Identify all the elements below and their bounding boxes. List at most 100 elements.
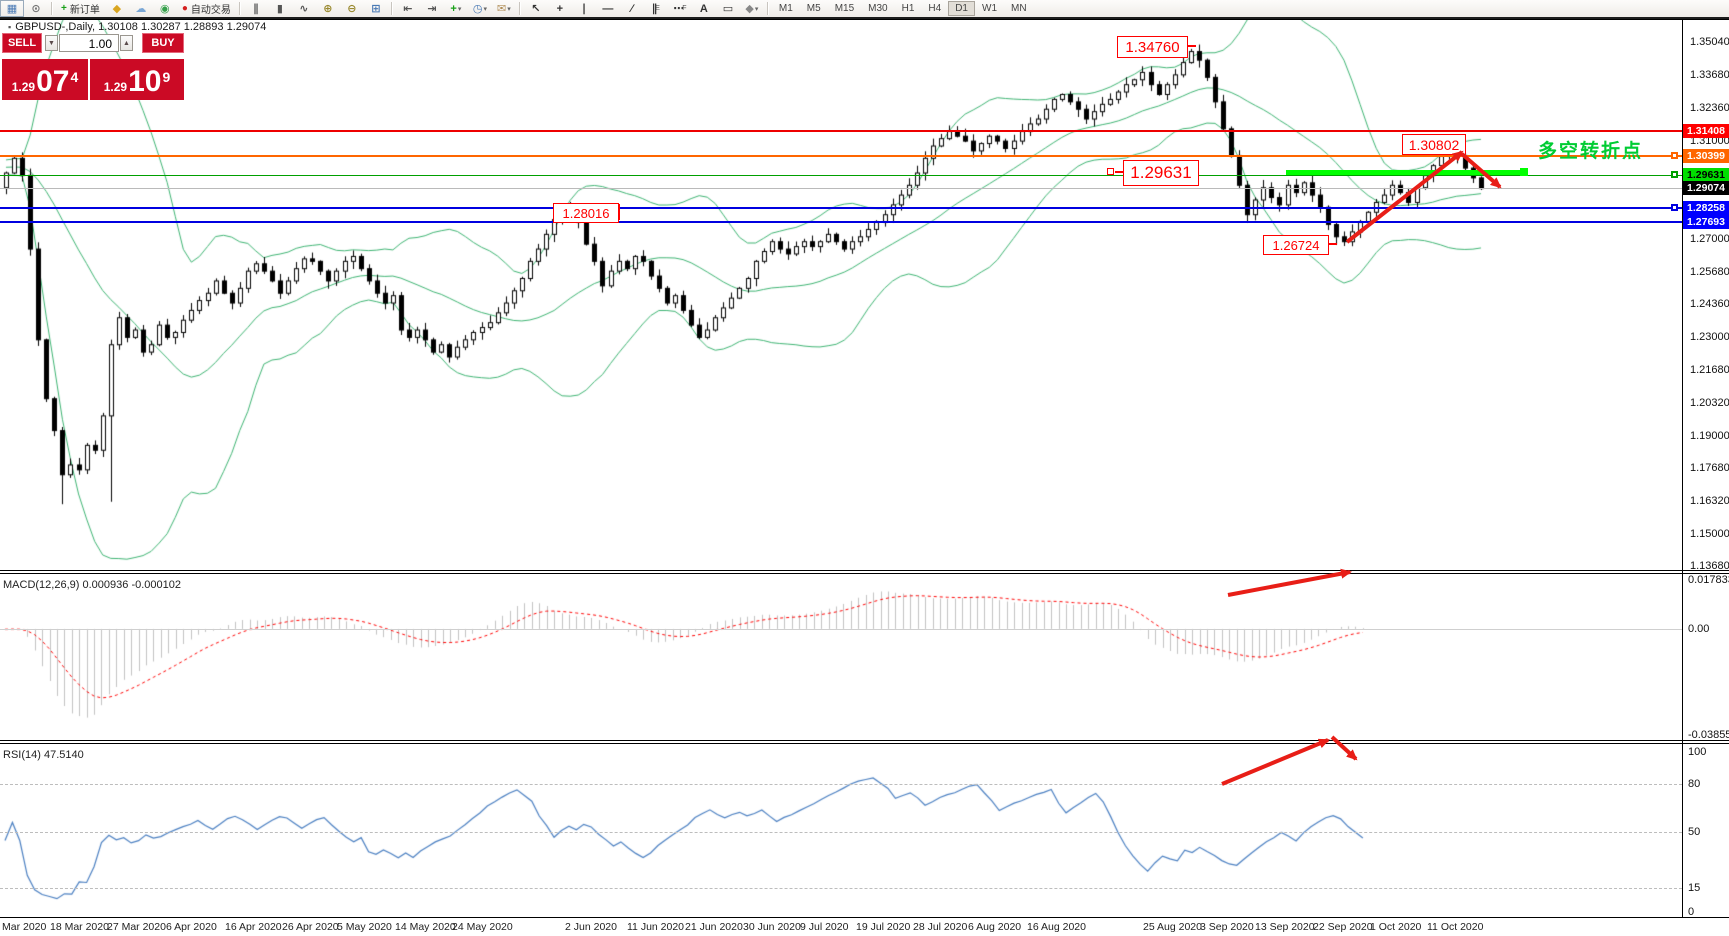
support-zone-handle[interactable]: [1520, 168, 1528, 176]
text-icon[interactable]: A: [692, 0, 716, 17]
price-label-126724-connector: [1328, 243, 1337, 245]
tf-d1[interactable]: D1: [948, 1, 975, 16]
horizontal-level-line[interactable]: [0, 175, 1682, 176]
rsi-indicator-label: RSI(14) 47.5140: [3, 749, 84, 761]
price-label-129631-connector: [1115, 171, 1123, 173]
time-axis-label: 21 Jun 2020: [685, 921, 743, 933]
zoom-out-icon-glyph: ⊖: [347, 3, 357, 15]
toolbar-separator: [390, 2, 393, 15]
toolbar-separator: [51, 2, 53, 15]
price-label-134760[interactable]: 1.34760: [1117, 36, 1188, 58]
tf-h1[interactable]: H1: [901, 3, 915, 14]
sell-button[interactable]: SELL: [2, 33, 42, 53]
tf-m5[interactable]: M5: [806, 3, 821, 14]
buy-button[interactable]: BUY: [142, 33, 184, 53]
tf-m30[interactable]: M30: [868, 3, 888, 14]
new-order-button[interactable]: + 新订单: [61, 3, 100, 16]
price-axis-tick: 1.24360: [1690, 298, 1729, 311]
price-label-130802[interactable]: 1.30802: [1402, 134, 1466, 155]
horizontal-line-icon[interactable]: —: [596, 0, 620, 17]
autotrading-button[interactable]: ● 自动交易: [181, 3, 231, 16]
cn-turning-point-note[interactable]: 多空转折点: [1538, 141, 1644, 162]
time-axis-label: 1 Oct 2020: [1370, 921, 1422, 933]
time-axis-label: 16 Aug 2020: [1027, 921, 1086, 933]
price-axis-badge: 1.30399: [1683, 149, 1729, 163]
buy-price-prefix: 1.29: [103, 80, 128, 94]
horizontal-level-line[interactable]: [0, 221, 1682, 223]
sell-price-quote[interactable]: 1.29 07 4: [2, 59, 88, 100]
panel-border: [0, 917, 1729, 918]
price-axis-tick: 1.20320: [1690, 397, 1729, 410]
volume-up-stepper[interactable]: ▲: [120, 35, 133, 51]
periods-icon[interactable]: ◷ ▾: [472, 3, 487, 15]
chart-window-icon[interactable]: ▦: [0, 0, 24, 17]
panel-border: [0, 570, 1729, 571]
add-indicator-icon-glyph: +: [450, 2, 457, 15]
shapes-icon[interactable]: ◆ ▾: [745, 3, 759, 15]
time-axis-label: 27 Mar 2020: [107, 921, 166, 933]
chart-title: ▪ GBPUSD-,Daily, 1.30108 1.30287 1.28893 …: [8, 21, 267, 33]
cloud-icon[interactable]: ☁: [129, 0, 153, 17]
price-axis-badge: 1.27693: [1683, 215, 1729, 229]
horizontal-level-line[interactable]: [0, 155, 1682, 157]
line-endpoint-handle[interactable]: [1671, 152, 1678, 159]
macd-panel-canvas[interactable]: [0, 573, 1682, 740]
fibonacci-icon[interactable]: ⋯ F: [673, 3, 687, 15]
horizontal-level-line[interactable]: [0, 188, 1682, 189]
tf-h4[interactable]: H4: [928, 3, 942, 14]
volume-input[interactable]: 1.00: [59, 34, 119, 52]
macd-axis-label: -0.038559: [1688, 729, 1729, 741]
support-zone-bar[interactable]: [1286, 170, 1528, 175]
zoom-in-icon[interactable]: ⊕: [316, 0, 340, 17]
signal-icon[interactable]: ◉: [153, 0, 177, 17]
crosshair-icon[interactable]: +: [548, 0, 572, 17]
volume-down-stepper[interactable]: ▼: [45, 35, 58, 51]
price-axis-badge: 1.28258: [1683, 201, 1729, 215]
horizontal-level-line[interactable]: [0, 207, 1682, 209]
candlestick-chart-icon[interactable]: ▮: [268, 0, 292, 17]
tf-m15[interactable]: M15: [834, 3, 855, 14]
panel-border: [0, 19, 1729, 20]
tf-m1[interactable]: M1: [778, 3, 793, 14]
line-endpoint-handle[interactable]: [1671, 171, 1678, 178]
tf-w1[interactable]: W1: [982, 3, 997, 14]
price-label-126724[interactable]: 1.26724: [1263, 235, 1329, 255]
tile-windows-icon[interactable]: ⊞: [364, 0, 388, 17]
price-axis-divider: [1682, 19, 1683, 917]
line-chart-icon[interactable]: ∿: [292, 0, 316, 17]
bar-chart-icon[interactable]: ∥: [244, 0, 268, 17]
add-indicator-icon[interactable]: + ▾: [450, 2, 462, 15]
vertical-line-icon[interactable]: ∣: [572, 0, 596, 17]
price-label-128016[interactable]: 1.28016: [553, 203, 619, 223]
time-axis-label: 22 Sep 2020: [1313, 921, 1373, 933]
deposit-icon[interactable]: ◆: [105, 0, 129, 17]
label-icon[interactable]: ▭: [716, 0, 740, 17]
horizontal-level-line[interactable]: [0, 130, 1682, 132]
channel-icon[interactable]: ∥ E: [651, 3, 660, 15]
panel-border: [0, 743, 1729, 744]
zoom-out-icon[interactable]: ⊖: [340, 0, 364, 17]
scroll-start-icon[interactable]: ⇤: [396, 0, 420, 17]
new-order-glyph: +: [61, 3, 67, 14]
price-axis-tick: 1.32360: [1690, 101, 1729, 114]
price-label-129631[interactable]: 1.29631: [1123, 160, 1199, 186]
rsi-panel-canvas[interactable]: [0, 743, 1682, 917]
buy-price-quote[interactable]: 1.29 10 9: [90, 59, 184, 100]
main-chart-canvas[interactable]: [0, 19, 1682, 570]
rsi-axis-label: 80: [1688, 778, 1701, 790]
price-axis-tick: 1.27000: [1690, 233, 1729, 246]
line-endpoint-handle[interactable]: [1671, 204, 1678, 211]
cursor-icon[interactable]: ↖: [524, 0, 548, 17]
templates-icon[interactable]: ✉ ▾: [497, 3, 511, 15]
channel-icon-glyph: ∥: [651, 3, 658, 15]
panel-border: [0, 740, 1729, 741]
tf-mn[interactable]: MN: [1011, 3, 1027, 14]
sell-price-pip: 4: [70, 69, 79, 85]
scroll-end-icon[interactable]: ⇥: [420, 0, 444, 17]
trendline-icon[interactable]: ∕: [620, 0, 644, 17]
rsi-axis-label: 15: [1688, 882, 1701, 894]
one-click-trading-panel: SELL ▼ 1.00 ▲ BUY 1.29 07 4 1.29 10 9: [2, 33, 184, 101]
cloud-icon-glyph: ☁: [135, 3, 147, 15]
market-watch-icon[interactable]: ⊙: [24, 0, 48, 17]
